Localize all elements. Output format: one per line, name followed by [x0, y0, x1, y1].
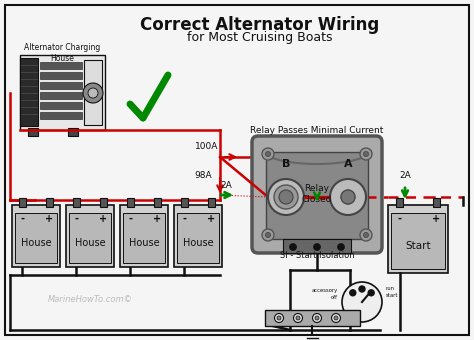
Text: 2A: 2A — [220, 181, 232, 190]
Text: B: B — [282, 159, 290, 169]
Text: -: - — [75, 214, 79, 224]
Circle shape — [274, 185, 298, 209]
Circle shape — [341, 190, 355, 204]
Bar — [100, 198, 107, 207]
Text: Correct Alternator Wiring: Correct Alternator Wiring — [140, 16, 380, 34]
Circle shape — [279, 190, 293, 204]
Circle shape — [359, 286, 365, 292]
FancyBboxPatch shape — [252, 136, 382, 253]
Text: +: + — [45, 214, 53, 224]
FancyBboxPatch shape — [40, 72, 82, 79]
FancyBboxPatch shape — [120, 205, 168, 267]
Bar — [396, 198, 403, 207]
Circle shape — [274, 313, 283, 323]
FancyBboxPatch shape — [66, 205, 114, 267]
Text: run
start: run start — [386, 286, 399, 298]
Bar — [154, 198, 161, 207]
Circle shape — [360, 229, 372, 241]
Circle shape — [290, 243, 297, 251]
Circle shape — [262, 229, 274, 241]
Text: House: House — [128, 238, 159, 249]
FancyBboxPatch shape — [40, 102, 82, 109]
FancyBboxPatch shape — [388, 205, 448, 273]
Bar — [46, 198, 53, 207]
Bar — [28, 128, 38, 136]
Circle shape — [296, 316, 300, 320]
FancyBboxPatch shape — [266, 152, 368, 239]
Circle shape — [265, 152, 271, 156]
Text: A: A — [344, 159, 352, 169]
Text: +: + — [432, 214, 440, 224]
Circle shape — [83, 83, 103, 103]
Bar — [73, 198, 80, 207]
Circle shape — [262, 148, 274, 160]
Circle shape — [364, 233, 368, 238]
Text: Alternator Charging
House: Alternator Charging House — [24, 43, 100, 63]
Circle shape — [265, 233, 271, 238]
Circle shape — [330, 179, 366, 215]
FancyBboxPatch shape — [40, 82, 82, 89]
Circle shape — [331, 313, 340, 323]
Text: -: - — [21, 214, 25, 224]
Text: +: + — [207, 214, 215, 224]
FancyBboxPatch shape — [283, 239, 351, 253]
Text: House: House — [21, 238, 51, 249]
Bar — [127, 198, 134, 207]
Text: +: + — [99, 214, 107, 224]
Circle shape — [293, 313, 302, 323]
Circle shape — [313, 243, 320, 251]
FancyBboxPatch shape — [20, 55, 105, 130]
Text: for Most Cruising Boats: for Most Cruising Boats — [187, 31, 333, 44]
FancyBboxPatch shape — [265, 310, 360, 326]
Bar — [19, 198, 26, 207]
Text: SI - Start Isolation: SI - Start Isolation — [280, 251, 354, 260]
Text: -: - — [183, 214, 187, 224]
FancyBboxPatch shape — [177, 213, 219, 263]
Circle shape — [368, 290, 374, 296]
Circle shape — [315, 316, 319, 320]
FancyBboxPatch shape — [15, 213, 57, 263]
Circle shape — [277, 316, 281, 320]
Text: House: House — [75, 238, 105, 249]
Circle shape — [364, 152, 368, 156]
Circle shape — [342, 282, 382, 322]
Bar — [208, 198, 215, 207]
FancyBboxPatch shape — [174, 205, 222, 267]
Circle shape — [312, 313, 321, 323]
Text: 98A: 98A — [194, 171, 212, 180]
FancyBboxPatch shape — [40, 62, 82, 69]
Circle shape — [268, 179, 304, 215]
FancyBboxPatch shape — [40, 112, 82, 119]
Circle shape — [350, 290, 356, 296]
FancyBboxPatch shape — [20, 58, 38, 126]
FancyBboxPatch shape — [391, 213, 445, 269]
Circle shape — [337, 243, 345, 251]
Text: MarineHowTo.com©: MarineHowTo.com© — [47, 295, 133, 305]
Text: 2A: 2A — [399, 171, 411, 180]
Text: -: - — [398, 214, 402, 224]
Text: -: - — [129, 214, 133, 224]
FancyBboxPatch shape — [40, 92, 82, 99]
FancyBboxPatch shape — [84, 60, 102, 125]
Circle shape — [334, 316, 338, 320]
Text: House: House — [182, 238, 213, 249]
FancyBboxPatch shape — [69, 213, 111, 263]
Circle shape — [88, 88, 98, 98]
Text: 100A: 100A — [195, 142, 218, 151]
Bar — [433, 198, 440, 207]
Text: Relay Passes Minimal Current: Relay Passes Minimal Current — [250, 126, 383, 135]
Circle shape — [360, 148, 372, 160]
FancyBboxPatch shape — [123, 213, 165, 263]
Text: Start: Start — [405, 241, 431, 251]
Text: Relay
Closed: Relay Closed — [302, 184, 332, 204]
Text: accessory
off: accessory off — [312, 288, 338, 300]
Bar — [68, 128, 78, 136]
Bar — [181, 198, 188, 207]
FancyBboxPatch shape — [12, 205, 60, 267]
Text: +: + — [153, 214, 161, 224]
